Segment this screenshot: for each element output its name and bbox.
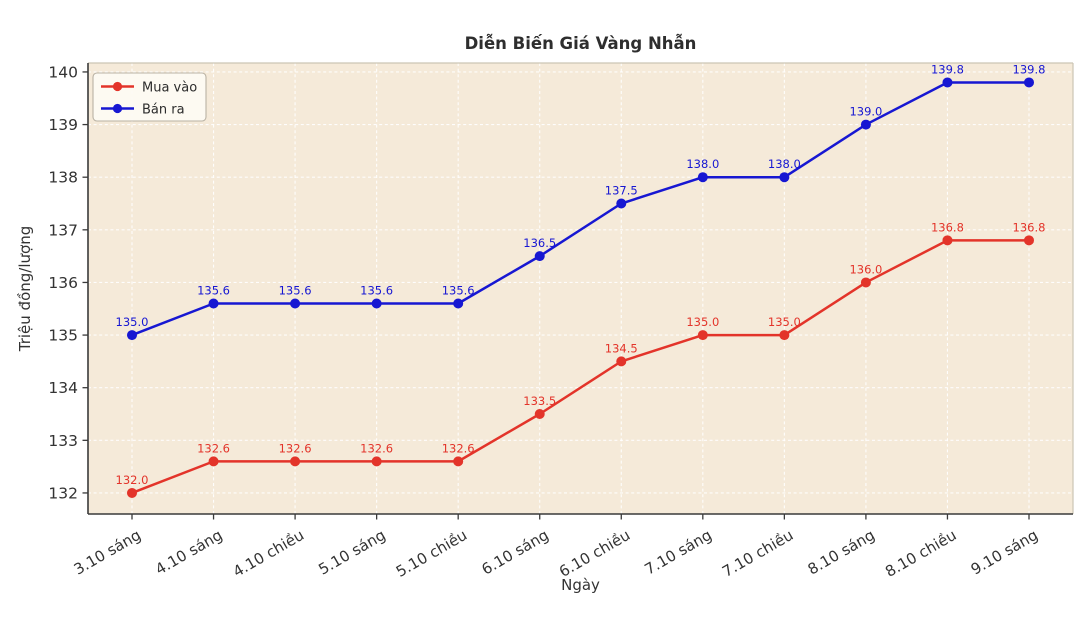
data-point: [290, 298, 301, 309]
data-point: [942, 235, 953, 246]
point-label: 139.0: [849, 105, 882, 119]
x-axis: 3.10 sáng 4.10 sáng 4.10 chiều 5.10 sáng 5.1…: [71, 514, 1041, 581]
data-point: [453, 298, 464, 309]
x-tick-label: 6.10 sáng: [478, 526, 551, 579]
data-point: [208, 298, 219, 309]
data-point: [1024, 235, 1034, 246]
point-label: 139.8: [931, 62, 964, 76]
x-tick-label: 5.10 sáng: [315, 526, 388, 579]
grid: [88, 63, 1073, 514]
y-tick-label: 140: [48, 63, 78, 81]
data-point: [290, 456, 301, 467]
point-label: 132.0: [116, 473, 149, 487]
point-label: 134.5: [605, 341, 638, 355]
x-tick-label: 4.10 sáng: [152, 526, 225, 579]
point-label: 135.6: [442, 283, 475, 297]
data-point: [779, 330, 790, 341]
x-tick-label: 8.10 sáng: [805, 526, 878, 579]
x-tick-label: 7.10 sáng: [642, 526, 715, 579]
point-label: 135.6: [197, 283, 230, 297]
point-label: 138.0: [686, 157, 719, 171]
data-point: [534, 409, 545, 420]
series-mua-vào: 132.0 132.6 132.6 132.6 132.6 133.5 134.5 135.0…: [116, 220, 1046, 498]
x-tick-label: 3.10 sáng: [71, 526, 144, 579]
data-point: [371, 456, 382, 467]
legend-label: Mua vào: [142, 80, 197, 95]
data-point: [942, 77, 953, 88]
series-line: [131, 239, 1029, 495]
data-point: [779, 172, 790, 183]
data-point: [860, 277, 871, 288]
data-point: [127, 487, 137, 498]
x-tick-label: 5.10 chiều: [393, 526, 470, 581]
point-label: 135.6: [360, 283, 393, 297]
point-label: 135.6: [279, 283, 312, 297]
point-label: 135.0: [116, 315, 149, 329]
x-tick-label: 7.10 chiều: [719, 526, 796, 581]
y-tick-label: 132: [48, 484, 78, 502]
y-tick-label: 135: [48, 327, 78, 345]
y-tick-label: 136: [48, 274, 78, 292]
point-label: 132.6: [442, 441, 475, 455]
legend-marker: [112, 81, 123, 92]
data-point: [208, 456, 219, 467]
series-line: [131, 81, 1029, 337]
x-axis-label: Ngày: [561, 576, 600, 594]
point-label: 133.5: [523, 394, 556, 408]
y-axis-label: Triệu đồng/lượng: [16, 226, 34, 352]
data-point: [534, 251, 545, 262]
point-label: 138.0: [768, 157, 801, 171]
x-tick-label: 4.10 chiều: [230, 526, 307, 581]
data-point: [1024, 77, 1034, 88]
data-point: [860, 119, 871, 130]
point-label: 136.5: [523, 236, 556, 250]
point-label: 136.8: [1013, 220, 1046, 234]
legend: Mua vào Bán ra: [92, 72, 207, 122]
y-tick-label: 133: [48, 432, 78, 450]
point-label: 135.0: [686, 315, 719, 329]
point-label: 136.0: [849, 262, 882, 276]
series-bán-ra: 135.0 135.6 135.6 135.6 135.6 136.5 137.5 138.0…: [116, 62, 1046, 341]
y-tick-label: 134: [48, 379, 78, 397]
data-point: [371, 298, 382, 309]
data-point: [697, 330, 708, 341]
point-label: 132.6: [197, 441, 230, 455]
point-label: 135.0: [768, 315, 801, 329]
data-point: [697, 172, 708, 183]
data-point: [616, 198, 627, 209]
point-label: 139.8: [1013, 62, 1046, 76]
y-tick-label: 138: [48, 169, 78, 187]
point-label: 132.6: [360, 441, 393, 455]
y-axis: 132 133 134 135 136 137 138 139 140: [48, 63, 88, 502]
chart-title: Diễn Biến Giá Vàng Nhẫn: [465, 34, 697, 53]
x-tick-label: 8.10 chiều: [882, 526, 959, 581]
y-tick-label: 137: [48, 221, 78, 239]
point-label: 136.8: [931, 220, 964, 234]
data-point: [453, 456, 464, 467]
plot-area: [88, 63, 1073, 514]
y-tick-label: 139: [48, 116, 78, 134]
x-tick-label: 9.10 sáng: [968, 526, 1041, 579]
x-tick-label: 6.10 chiều: [556, 526, 633, 581]
data-point: [616, 356, 627, 367]
point-label: 137.5: [605, 184, 638, 198]
point-label: 132.6: [279, 441, 312, 455]
legend-marker: [112, 103, 123, 114]
data-point: [127, 330, 137, 341]
legend-label: Bán ra: [142, 102, 185, 117]
